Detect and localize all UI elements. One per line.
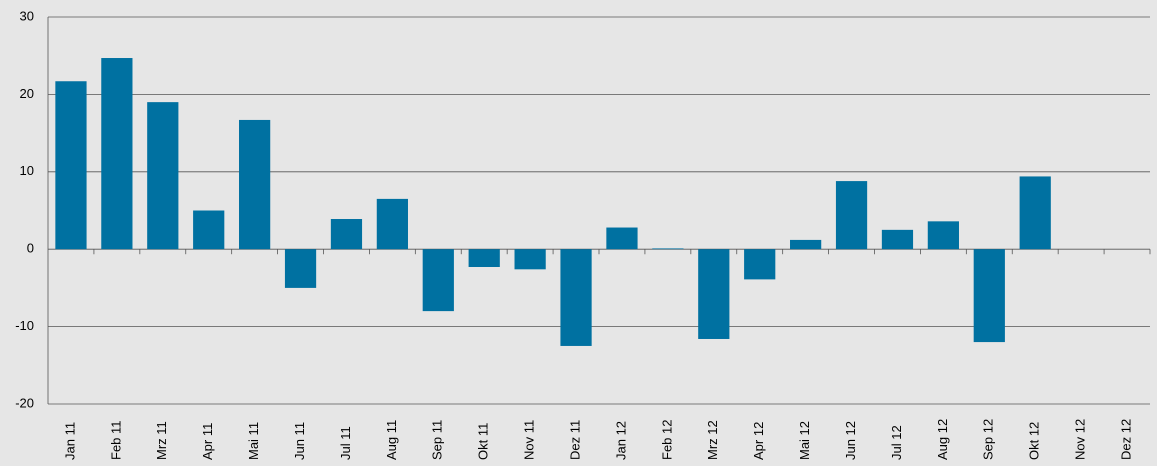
bar (606, 227, 638, 250)
x-tick-label: Mrz 12 (705, 420, 720, 460)
y-tick-label: 0 (27, 241, 34, 256)
bar (239, 119, 271, 250)
bar (514, 249, 546, 270)
bar (422, 249, 454, 312)
x-tick-label: Okt 12 (1027, 422, 1042, 460)
x-tick-label: Mai 12 (797, 421, 812, 460)
bar (147, 102, 179, 250)
bar (881, 229, 914, 250)
x-tick-label: Apr 11 (200, 423, 215, 460)
bar (284, 249, 317, 288)
bar (744, 249, 776, 280)
x-tick-label: Jul 12 (889, 425, 904, 460)
bar (376, 198, 408, 250)
y-tick-label: 10 (20, 163, 34, 178)
bar (193, 210, 225, 250)
bar (560, 249, 592, 346)
x-tick-label: Jun 12 (843, 421, 858, 460)
x-tick-label: Dez 12 (1118, 419, 1133, 460)
bar (55, 81, 87, 250)
x-tick-label: Nov 11 (522, 420, 537, 460)
x-tick-label: Jan 12 (613, 421, 628, 460)
x-tick-label: Mrz 11 (154, 421, 169, 460)
x-tick-label: Feb 11 (108, 420, 123, 460)
bar (973, 249, 1005, 343)
y-tick-label: 30 (20, 8, 34, 23)
x-tick-label: Feb 12 (659, 420, 674, 460)
x-tick-label: Dez 11 (567, 420, 582, 460)
x-tick-label: Jan 11 (62, 422, 77, 460)
x-tick-label: Sep 11 (430, 420, 445, 460)
bar (468, 249, 500, 268)
x-tick-label: Aug 11 (384, 420, 399, 460)
bar (835, 181, 868, 250)
x-tick-label: Sep 12 (981, 419, 996, 460)
bar (101, 58, 133, 250)
y-tick-label: 20 (20, 86, 34, 101)
bar (698, 249, 730, 339)
y-tick-label: -10 (15, 318, 34, 333)
x-tick-label: Okt 11 (476, 423, 491, 460)
x-tick-label: Mai 11 (246, 422, 261, 460)
x-tick-label: Jul 11 (338, 426, 353, 460)
bar (330, 219, 363, 250)
x-tick-label: Apr 12 (751, 422, 766, 460)
x-tick-label: Jun 11 (292, 422, 307, 460)
y-tick-label: -20 (15, 395, 34, 410)
bar (1019, 176, 1051, 250)
x-tick-label: Aug 12 (935, 419, 950, 460)
x-tick-label: Nov 12 (1073, 419, 1088, 460)
bar (927, 221, 959, 250)
bar (790, 239, 822, 250)
bar (652, 248, 684, 250)
